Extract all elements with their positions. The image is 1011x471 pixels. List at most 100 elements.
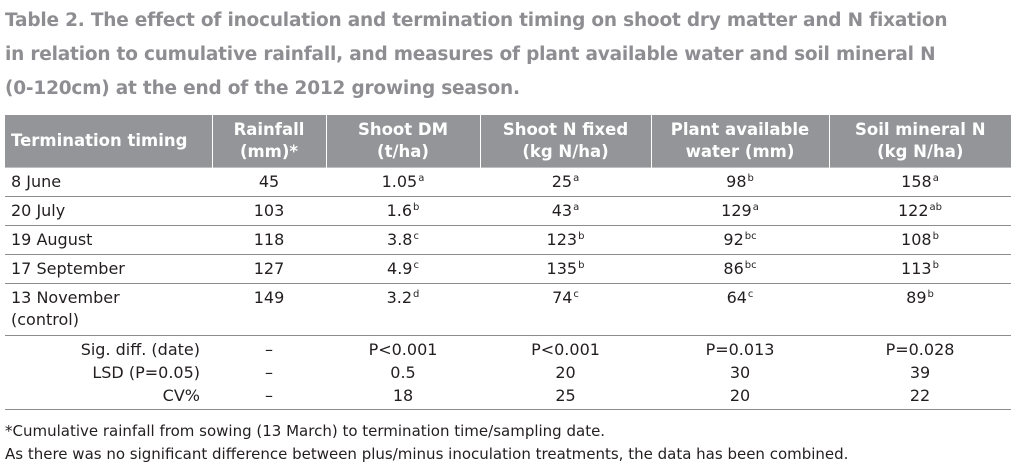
significance-letter: a [418, 173, 425, 184]
footnote-inoculation: As there was no significant difference b… [5, 445, 849, 463]
table-row: 8 June 45 1.05a 25a 98b 158a [5, 168, 1011, 197]
cell-value: 129 [721, 201, 752, 220]
cell-shoot-n-fixed: 123b [480, 226, 651, 255]
significance-letter: b [927, 289, 934, 300]
stat-label: Sig. diff. (date) [80, 340, 200, 359]
cell-value: 113 [901, 259, 932, 278]
cell-value: 122 [897, 201, 929, 220]
cell-shoot-dm: 3.2d [326, 284, 480, 336]
header-rainfall: Rainfall (mm)* [211, 115, 326, 168]
cell-shoot-dm: 3.8c [326, 226, 480, 255]
stats-row: Sig. diff. (date) – P<0.001 P<0.001 P=0.013 P… [5, 336, 1011, 362]
stat-soil-mineral-n: P=0.028 [885, 340, 955, 359]
significance-letter: c [747, 289, 754, 300]
cell-value: 43 [551, 201, 573, 220]
cell-shoot-n-fixed: 25a [480, 168, 651, 197]
stat-soil-mineral-n: 39 [909, 363, 931, 382]
significance-letter: a [752, 202, 759, 213]
cell-value: 1.6 [386, 201, 413, 220]
header-shoot-n-fixed: Shoot N fixed (kg N/ha) [479, 115, 651, 168]
stats-row: CV% – 18 25 20 22 [5, 384, 1011, 410]
cell-shoot-dm: 4.9c [326, 255, 480, 284]
cell-soil-mineral-n: 122ab [829, 197, 1011, 226]
stats-row: LSD (P=0.05) – 0.5 20 30 39 [5, 361, 1011, 384]
header-plant-available-water: Plant available water (mm) [650, 115, 829, 168]
table-row: 13 November (control) 149 3.2d 74c 64c 89b [5, 284, 1011, 336]
stat-plant-available-water: 20 [729, 386, 751, 405]
results-table: Termination timing Rainfall (mm)* Shoot D… [5, 115, 1011, 410]
significance-letter: c [413, 260, 419, 271]
cell-shoot-dm: 1.05a [326, 168, 480, 197]
cell-value: 86 [723, 259, 744, 278]
stat-rainfall: – [265, 340, 273, 359]
header-shoot-dm: Shoot DM (t/ha) [325, 115, 480, 168]
caption-line: (0-120cm) at the end of the 2012 growing… [5, 78, 520, 99]
cell-value: 92 [723, 230, 744, 249]
table-row: 20 July 103 1.6b 43a 129a 122ab [5, 197, 1011, 226]
cell-rainfall: 127 [253, 259, 285, 278]
significance-letter: b [932, 231, 939, 242]
cell-termination-timing: 8 June [11, 172, 62, 191]
cell-shoot-n-fixed: 135b [480, 255, 651, 284]
stat-shoot-n-fixed: 20 [555, 363, 576, 382]
stat-plant-available-water: P=0.013 [705, 340, 775, 359]
stat-shoot-dm: P<0.001 [368, 340, 438, 359]
cell-termination-timing: 13 November (control) [11, 288, 120, 329]
significance-letter: a [573, 173, 580, 184]
cell-rainfall: 45 [258, 172, 280, 191]
stat-soil-mineral-n: 22 [909, 386, 931, 405]
cell-termination-timing: 19 August [11, 230, 93, 249]
significance-letter: a [573, 202, 580, 213]
stat-rainfall: – [265, 363, 273, 382]
cell-value: 98 [726, 172, 747, 191]
significance-letter: a [932, 173, 939, 184]
cell-rainfall: 149 [253, 288, 285, 307]
stat-shoot-n-fixed: 25 [555, 386, 576, 405]
header-soil-mineral-n: Soil mineral N (kg N/ha) [828, 115, 1011, 168]
stat-label: CV% [162, 386, 200, 405]
stat-shoot-dm: 0.5 [390, 363, 416, 382]
cell-plant-available-water: 129a [651, 197, 829, 226]
significance-letter: d [413, 289, 420, 300]
cell-value: 3.2 [386, 288, 413, 307]
cell-shoot-n-fixed: 74c [480, 284, 651, 336]
cell-value: 1.05 [381, 172, 418, 191]
cell-value: 135 [546, 259, 578, 278]
cell-plant-available-water: 98b [651, 168, 829, 197]
cell-value: 4.9 [387, 259, 413, 278]
cell-shoot-dm: 1.6b [326, 197, 480, 226]
significance-letter: ab [929, 202, 943, 213]
cell-rainfall: 103 [253, 201, 285, 220]
cell-termination-timing: 17 September [11, 259, 125, 278]
cell-value: 64 [726, 288, 747, 307]
cell-plant-available-water: 86bc [651, 255, 829, 284]
significance-letter: c [573, 289, 579, 300]
cell-value: 108 [901, 230, 932, 249]
significance-letter: b [413, 202, 420, 213]
significance-letter: c [413, 231, 419, 242]
cell-soil-mineral-n: 108b [829, 226, 1011, 255]
cell-rainfall: 118 [253, 230, 285, 249]
cell-soil-mineral-n: 89b [829, 284, 1011, 336]
significance-letter: b [747, 173, 754, 184]
cell-value: 74 [552, 288, 573, 307]
cell-soil-mineral-n: 158a [829, 168, 1011, 197]
stat-shoot-n-fixed: P<0.001 [531, 340, 600, 359]
cell-termination-timing: 20 July [11, 201, 66, 220]
cell-plant-available-water: 64c [651, 284, 829, 336]
cell-value: 25 [551, 172, 573, 191]
table-body: 8 June 45 1.05a 25a 98b 158a 20 July 103 1.6b 43a… [5, 168, 1011, 410]
significance-letter: bc [744, 231, 757, 242]
significance-letter: bc [744, 260, 757, 271]
table-row: 19 August 118 3.8c 123b 92bc 108b [5, 226, 1011, 255]
cell-value: 123 [546, 230, 578, 249]
cell-value: 3.8 [387, 230, 413, 249]
caption-line: Table 2. The effect of inoculation and t… [5, 10, 948, 31]
stat-plant-available-water: 30 [729, 363, 751, 382]
cell-shoot-n-fixed: 43a [480, 197, 651, 226]
cell-soil-mineral-n: 113b [829, 255, 1011, 284]
significance-letter: b [578, 231, 585, 242]
cell-plant-available-water: 92bc [651, 226, 829, 255]
significance-letter: b [932, 260, 939, 271]
header-termination-timing: Termination timing [5, 115, 212, 168]
